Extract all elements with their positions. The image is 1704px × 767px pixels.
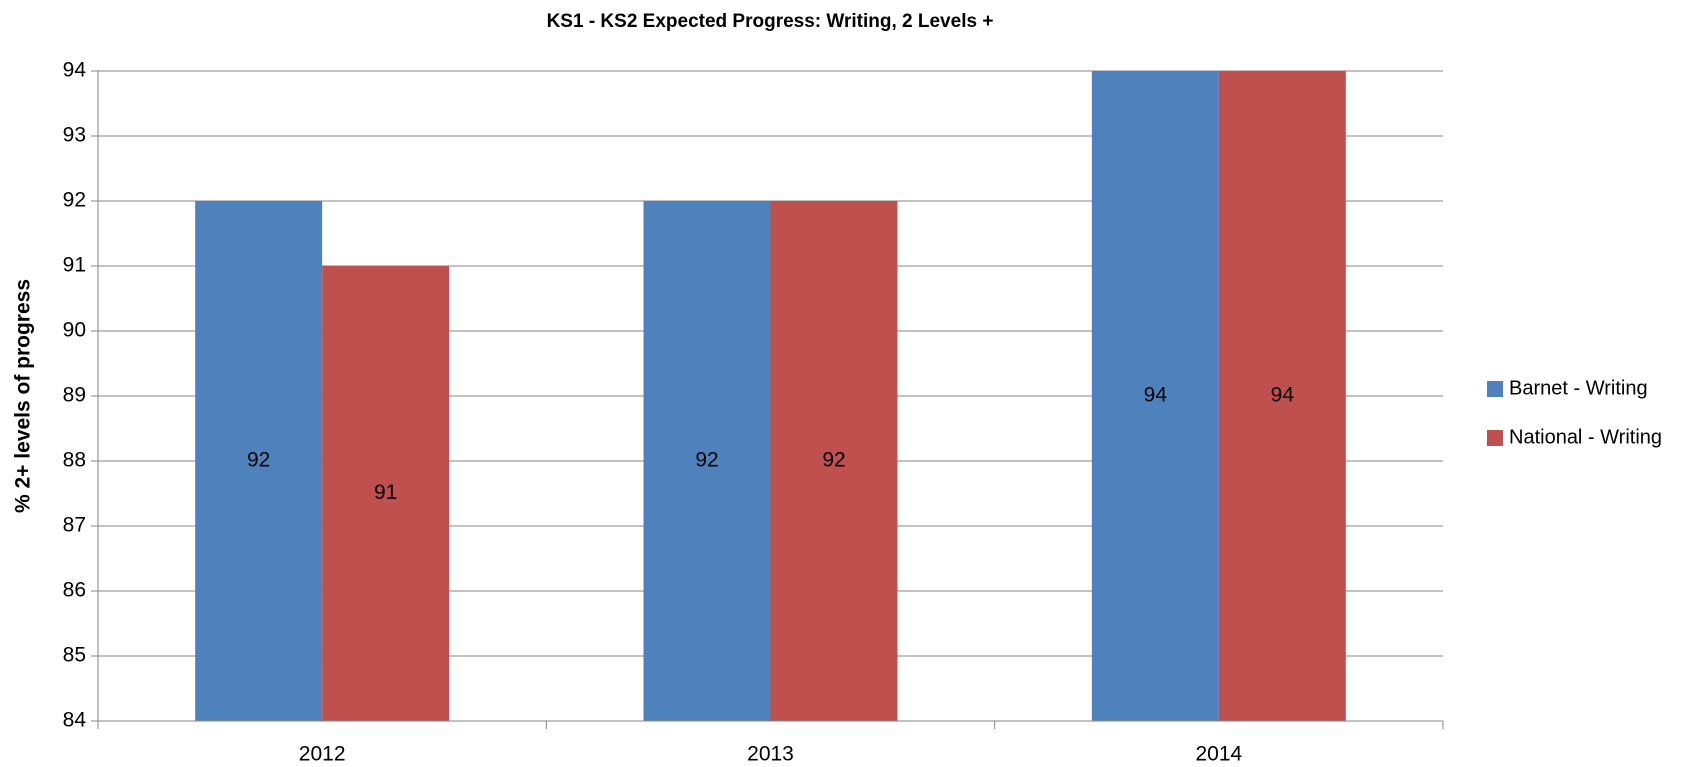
data-label: 94 bbox=[1271, 384, 1295, 407]
y-tick-label: 91 bbox=[63, 254, 86, 277]
data-label: 92 bbox=[247, 449, 270, 472]
x-tick-label: 2012 bbox=[299, 743, 346, 766]
bar bbox=[1091, 71, 1219, 721]
y-tick-label: 84 bbox=[63, 709, 87, 732]
legend-label: National - Writing bbox=[1509, 426, 1662, 448]
x-tick-label: 2014 bbox=[1195, 743, 1242, 766]
data-label: 91 bbox=[374, 481, 397, 504]
y-tick-label: 94 bbox=[63, 59, 87, 82]
y-tick-label: 87 bbox=[63, 514, 86, 537]
chart-title: KS1 - KS2 Expected Progress: Writing, 2 … bbox=[547, 11, 994, 32]
y-tick-label: 86 bbox=[63, 579, 86, 602]
bar bbox=[195, 201, 323, 721]
y-axis-label: % 2+ levels of progress bbox=[12, 279, 35, 513]
y-tick-label: 93 bbox=[63, 124, 86, 147]
y-tick-label: 85 bbox=[63, 644, 86, 667]
y-tick-label: 92 bbox=[63, 189, 86, 212]
y-tick-label: 88 bbox=[63, 449, 86, 472]
bar bbox=[1218, 71, 1346, 721]
legend-swatch bbox=[1487, 381, 1503, 397]
data-label: 92 bbox=[695, 449, 718, 472]
data-label: 94 bbox=[1144, 384, 1168, 407]
data-label: 92 bbox=[822, 449, 845, 472]
bar bbox=[770, 201, 898, 721]
y-tick-label: 90 bbox=[63, 319, 86, 342]
x-tick-label: 2013 bbox=[747, 743, 794, 766]
bar bbox=[322, 266, 450, 721]
legend-swatch bbox=[1487, 430, 1503, 446]
y-tick-label: 89 bbox=[63, 384, 86, 407]
legend-label: Barnet - Writing bbox=[1509, 377, 1648, 399]
bar bbox=[643, 201, 771, 721]
